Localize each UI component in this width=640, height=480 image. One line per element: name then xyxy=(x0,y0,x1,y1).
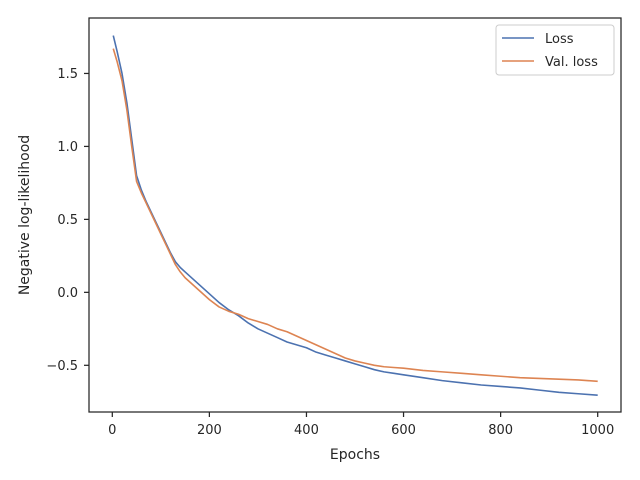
plot-background xyxy=(89,18,621,412)
y-axis-label: Negative log-likelihood xyxy=(17,135,33,295)
x-axis: 0 200 400 600 800 1000 xyxy=(108,412,614,438)
x-tick-label: 600 xyxy=(391,423,416,438)
legend-label-loss: Loss xyxy=(545,32,574,47)
series-layer xyxy=(112,35,598,397)
x-tick-label: 200 xyxy=(197,423,222,438)
y-tick-label: 0.5 xyxy=(57,213,78,228)
plot-frame xyxy=(88,17,622,413)
legend-label-val-loss: Val. loss xyxy=(545,55,598,70)
y-tick-label: −0.5 xyxy=(46,359,78,374)
y-axis: −0.5 0.0 0.5 1.0 1.5 xyxy=(46,67,89,374)
y-tick-label: 0.0 xyxy=(57,286,78,301)
series-line-val-loss xyxy=(112,48,598,383)
x-tick-label: 800 xyxy=(488,423,513,438)
y-tick-label: 1.0 xyxy=(57,140,78,155)
x-tick-label: 1000 xyxy=(581,423,614,438)
x-tick-label: 0 xyxy=(108,423,116,438)
legend: Loss Val. loss xyxy=(495,24,615,76)
x-tick-label: 400 xyxy=(294,423,319,438)
x-axis-label: Epochs xyxy=(330,447,380,463)
y-tick-label: 1.5 xyxy=(57,67,78,82)
